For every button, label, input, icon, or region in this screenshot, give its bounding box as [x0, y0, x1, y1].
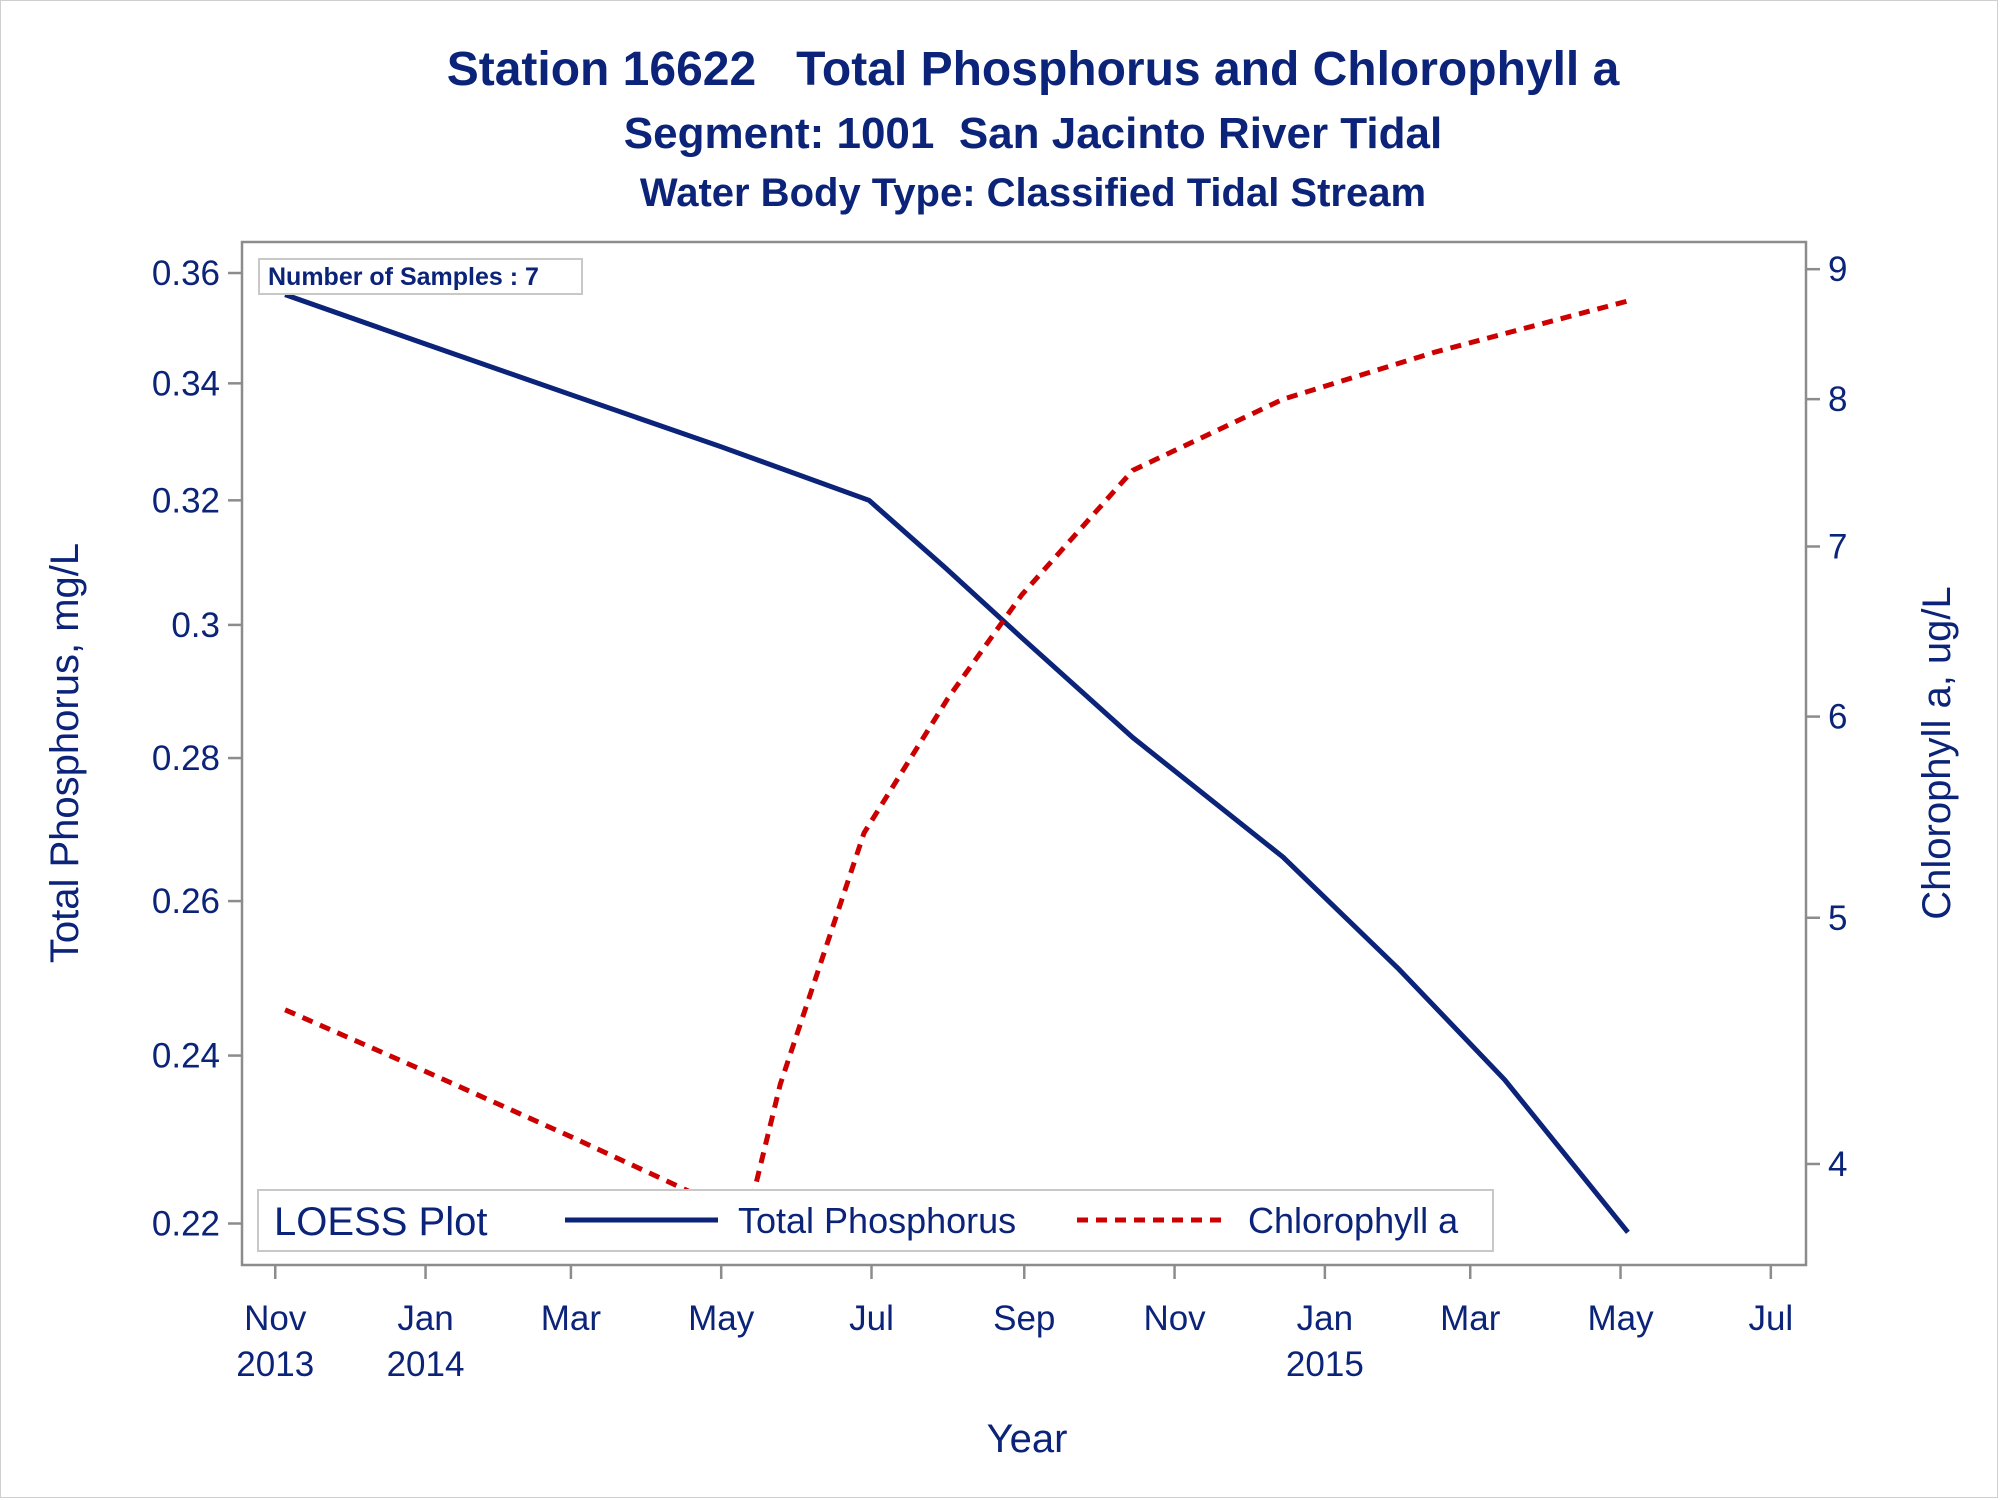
chart-subtitle: Segment: 1001 San Jacinto River Tidal: [624, 109, 1442, 158]
x-tick-label: Jan: [397, 1299, 453, 1338]
y-axis-title: Total Phosphorus, mg/L: [43, 543, 87, 963]
plot-area-frame: [240, 240, 1808, 1267]
x-tick-year-label: 2013: [236, 1345, 314, 1384]
chart-title: Station 16622 Total Phosphorus and Chlor…: [447, 43, 1620, 96]
x-tick-label: May: [688, 1299, 755, 1338]
y2-tick-label: 9: [1828, 250, 1847, 289]
x-tick-label: Mar: [1440, 1299, 1501, 1338]
x-axis: Nov 2013 Jan 2014 Mar May Jul Sep Nov Jan 2015 Mar M…: [236, 1265, 1793, 1384]
y-tick-label: 0.26: [152, 882, 220, 921]
x-tick-label: May: [1587, 1299, 1654, 1338]
x-tick-label: Jan: [1297, 1299, 1353, 1338]
legend-label-total-phosphorus: Total Phosphorus: [738, 1200, 1016, 1241]
legend-title: LOESS Plot: [274, 1200, 487, 1244]
y2-axis-title: Chlorophyll a, ug/L: [1915, 586, 1959, 920]
y-tick-label: 0.22: [152, 1205, 220, 1244]
sample-count-note: Number of Samples : 7: [268, 263, 539, 291]
y-tick-label: 0.36: [152, 254, 220, 293]
x-tick-label: Sep: [993, 1299, 1055, 1338]
y2-tick-label: 7: [1828, 527, 1847, 566]
x-tick-label: Mar: [541, 1299, 602, 1338]
series-line-total-phosphorus: [284, 292, 1630, 1234]
y2-tick-label: 5: [1828, 899, 1847, 938]
y-axis-right: 4 5 6 7 8 9: [1806, 250, 1847, 1184]
series-line-chlorophyll-a: [284, 297, 1632, 1238]
legend: [257, 1189, 1494, 1252]
y-tick-label: 0.24: [152, 1037, 220, 1076]
x-tick-year-label: 2015: [1286, 1345, 1364, 1384]
y2-tick-label: 4: [1828, 1145, 1847, 1184]
y2-tick-label: 8: [1828, 380, 1847, 419]
y-tick-label: 0.28: [152, 739, 220, 778]
x-tick-label: Nov: [244, 1299, 307, 1338]
series-layer: [284, 292, 1632, 1238]
sample-count-box: [258, 258, 583, 295]
x-tick-label: Jul: [849, 1299, 894, 1338]
x-axis-title: Year: [987, 1417, 1068, 1461]
chart-subtitle-2: Water Body Type: Classified Tidal Stream: [640, 171, 1426, 215]
legend-label-chlorophyll-a: Chlorophyll a: [1248, 1200, 1459, 1241]
x-tick-label: Jul: [1748, 1299, 1793, 1338]
y-tick-label: 0.32: [152, 481, 220, 520]
y-axis-left: 0.22 0.24 0.26 0.28 0.3 0.32 0.34 0.36: [152, 254, 242, 1244]
x-tick-label: Nov: [1143, 1299, 1206, 1338]
x-tick-year-label: 2014: [387, 1345, 465, 1384]
y-tick-label: 0.3: [171, 606, 220, 645]
y-tick-label: 0.34: [152, 364, 220, 403]
y2-tick-label: 6: [1828, 698, 1847, 737]
